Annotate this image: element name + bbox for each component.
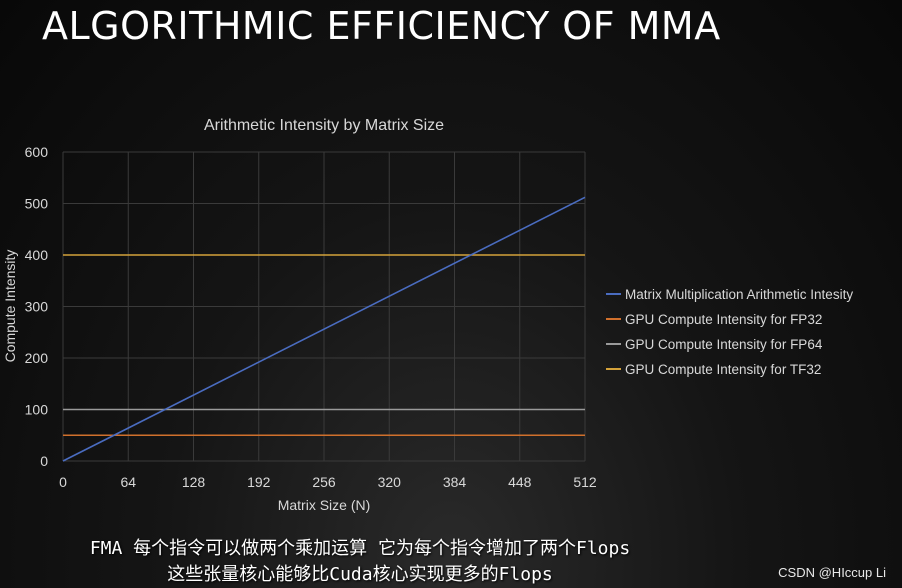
- x-axis-label: Matrix Size (N): [278, 497, 371, 513]
- y-tick-label: 100: [25, 402, 49, 418]
- legend-label-1: GPU Compute Intensity for FP32: [625, 312, 822, 327]
- subtitle-line-2: 这些张量核心能够比Cuda核心实现更多的Flops: [167, 564, 553, 585]
- x-tick-label: 448: [508, 474, 532, 490]
- legend-label-3: GPU Compute Intensity for TF32: [625, 362, 821, 377]
- legend: Matrix Multiplication Arithmetic Intesit…: [606, 287, 853, 377]
- x-tick-label: 256: [312, 474, 336, 490]
- x-tick-label: 512: [573, 474, 597, 490]
- y-tick-label: 400: [25, 247, 49, 263]
- legend-label-0: Matrix Multiplication Arithmetic Intesit…: [625, 287, 853, 302]
- y-tick-label: 600: [25, 144, 49, 160]
- plot-area: [62, 196, 586, 462]
- x-tick-label: 384: [443, 474, 467, 490]
- y-axis: 0 100 200 300 400 500 600: [25, 144, 49, 469]
- series-line-0: [62, 196, 586, 462]
- x-tick-label: 64: [120, 474, 136, 490]
- grid: [62, 151, 586, 462]
- x-tick-label: 192: [247, 474, 271, 490]
- y-tick-label: 300: [25, 299, 49, 315]
- y-tick-label: 500: [25, 196, 49, 212]
- x-tick-label: 0: [59, 474, 67, 490]
- subtitle-line-1: FMA 每个指令可以做两个乘加运算 它为每个指令增加了两个Flops: [89, 538, 631, 559]
- x-tick-label: 128: [182, 474, 206, 490]
- y-axis-label: Compute Intensity: [2, 250, 18, 363]
- slide-title: ALGORITHMIC EFFICIENCY OF MMA: [42, 4, 721, 48]
- x-axis: 0 64 128 192 256 320 384 448 512: [59, 474, 597, 490]
- x-tick-label: 320: [378, 474, 402, 490]
- y-tick-label: 0: [40, 453, 48, 469]
- y-tick-label: 200: [25, 350, 49, 366]
- legend-label-2: GPU Compute Intensity for FP64: [625, 337, 823, 352]
- chart-title: Arithmetic Intensity by Matrix Size: [204, 117, 444, 134]
- watermark: CSDN @HIccup Li: [778, 565, 886, 580]
